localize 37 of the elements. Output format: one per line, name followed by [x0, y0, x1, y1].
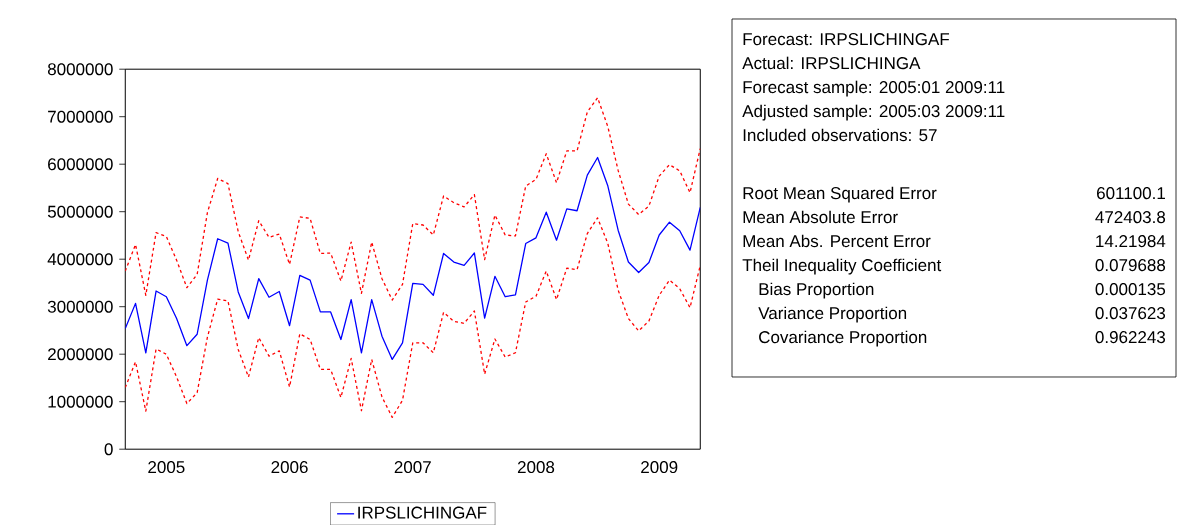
text: 472403.8 [1095, 211, 1166, 224]
line-series [125, 96, 701, 301]
text: Covariance Proportion [759, 330, 927, 347]
y-tick-label: 4000000 [47, 253, 113, 266]
text: 0.962243 [1095, 331, 1166, 344]
text: Variance Proportion [758, 306, 907, 323]
text: Adjusted sample: 2005:03 2009:11 [742, 104, 1005, 121]
line-series [125, 217, 701, 418]
y-tick-label: 2000000 [48, 348, 113, 361]
y-tick-label: 3000000 [47, 300, 113, 313]
x-tick-label: 2008 [517, 460, 555, 474]
line-series [125, 156, 701, 360]
y-tick-label: 8000000 [47, 63, 113, 76]
y-tick-label: 0 [104, 443, 113, 456]
x-tick-label: 2007 [394, 460, 431, 474]
text: 14.21984 [1096, 235, 1166, 248]
text: Forecast: IRPSLICHINGAF [743, 33, 950, 46]
x-tick-label: 2009 [641, 460, 678, 474]
text: Root Mean Squared Error [743, 186, 937, 203]
text: Bias Proportion [759, 282, 874, 299]
text: Included observations: 57 [743, 128, 937, 142]
y-tick-label: 5000000 [47, 205, 113, 218]
legend-label: IRPSLICHINGAF [358, 506, 487, 519]
text: 0.079688 [1095, 259, 1166, 272]
text: Mean Abs. Percent Error [743, 234, 931, 248]
text: Actual: IRPSLICHINGA [742, 56, 921, 70]
x-tick-label: 2006 [271, 460, 308, 474]
text: 601100.1 [1097, 187, 1165, 200]
text: Theil Inequality Coefficient [742, 258, 942, 275]
text: 0.000135 [1095, 283, 1166, 296]
text: 0.037623 [1095, 307, 1166, 320]
y-tick-label: 1000000 [48, 395, 113, 408]
x-tick-label: 2005 [148, 460, 185, 474]
y-tick-label: 6000000 [48, 158, 113, 171]
text: Forecast sample: 2005:01 2009:11 [743, 80, 1005, 97]
y-tick-label: 7000000 [48, 110, 113, 123]
text: Mean Absolute Error [743, 210, 898, 224]
